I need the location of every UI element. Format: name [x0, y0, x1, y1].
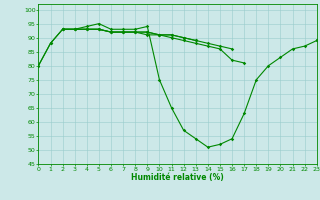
X-axis label: Humidité relative (%): Humidité relative (%)	[131, 173, 224, 182]
